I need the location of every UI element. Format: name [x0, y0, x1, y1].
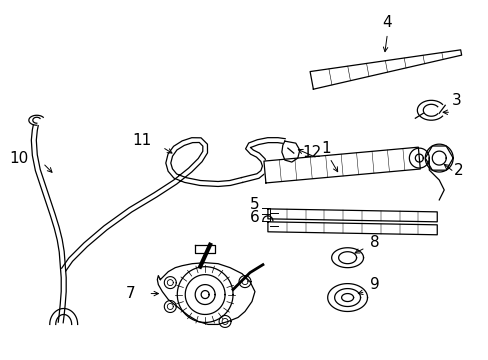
Text: 10: 10 — [9, 150, 28, 166]
Text: 1: 1 — [320, 141, 330, 156]
Text: 6: 6 — [249, 210, 259, 225]
Text: 2: 2 — [453, 162, 463, 177]
Text: 3: 3 — [451, 93, 461, 108]
Text: 11: 11 — [133, 132, 152, 148]
Text: 8: 8 — [369, 235, 379, 250]
Text: 4: 4 — [382, 15, 391, 30]
Text: 5: 5 — [250, 197, 259, 212]
Text: 9: 9 — [369, 277, 379, 292]
Polygon shape — [267, 209, 436, 222]
Polygon shape — [157, 263, 254, 324]
Polygon shape — [281, 141, 299, 162]
Text: 7: 7 — [125, 286, 135, 301]
Text: 12: 12 — [302, 145, 321, 159]
Polygon shape — [267, 222, 436, 235]
Polygon shape — [309, 50, 461, 89]
Polygon shape — [264, 147, 420, 183]
